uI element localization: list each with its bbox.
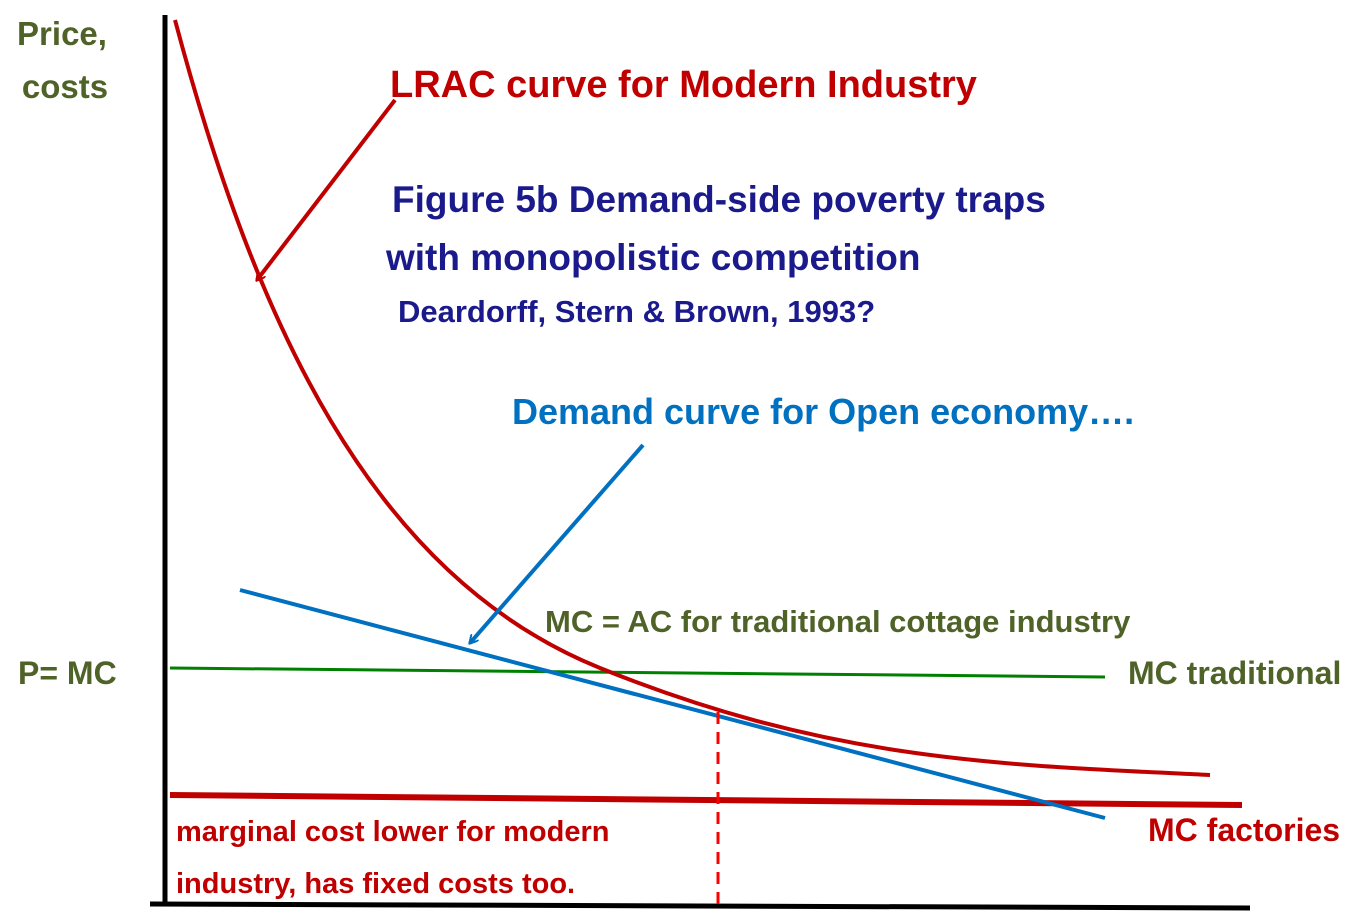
axis-label: Price, [17, 15, 107, 52]
title: Figure 5b Demand-side poverty traps [392, 179, 1046, 220]
lrac-arrow [257, 98, 397, 280]
note: marginal cost lower for modern [176, 816, 609, 848]
note: industry, has fixed costs too. [176, 868, 575, 900]
demand-line [239, 588, 1106, 820]
demand-arrow [470, 443, 645, 643]
lrac-label: LRAC curve for Modern Industry [390, 64, 977, 106]
citation: Deardorff, Stern & Brown, 1993? [398, 294, 875, 329]
mc-traditional-line [169, 666, 1106, 679]
axis-label: costs [22, 68, 108, 105]
title: with monopolistic competition [385, 237, 920, 278]
mc-traditional-label: MC traditional [1128, 655, 1341, 691]
demand-label: Demand curve for Open economy…. [512, 391, 1134, 432]
x-axis [149, 901, 1251, 911]
price-label: P= MC [18, 655, 117, 691]
mc-factories-label: MC factories [1148, 812, 1340, 848]
mc-factories-line [169, 792, 1243, 808]
traditional-label: MC = AC for traditional cottage industry [545, 604, 1131, 639]
